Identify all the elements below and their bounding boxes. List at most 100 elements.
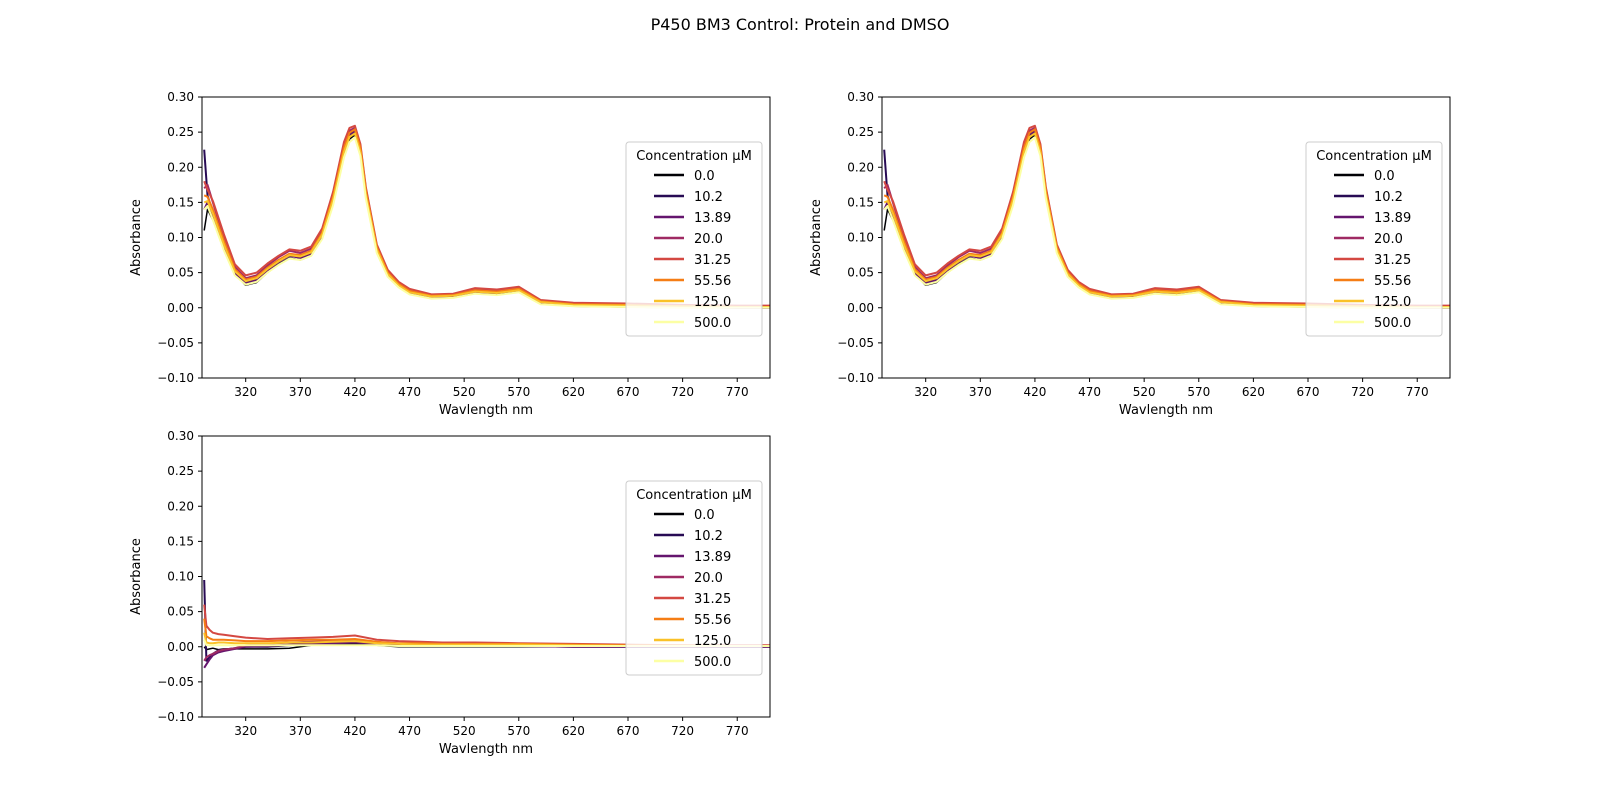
legend-title: Concentration µM bbox=[636, 488, 752, 503]
x-tick-label: 470 bbox=[398, 724, 421, 738]
y-axis-label: Absorbance bbox=[809, 199, 824, 276]
x-tick-label: 470 bbox=[398, 385, 421, 399]
y-tick-label: 0.10 bbox=[167, 570, 194, 584]
x-tick-label: 570 bbox=[507, 385, 530, 399]
legend-label-20.0: 20.0 bbox=[694, 232, 723, 247]
x-tick-label: 370 bbox=[289, 724, 312, 738]
series-line-31.25 bbox=[883, 124, 1450, 307]
legend-label-20.0: 20.0 bbox=[1374, 232, 1403, 247]
legend-label-13.89: 13.89 bbox=[694, 550, 731, 565]
x-tick-label: 320 bbox=[234, 385, 257, 399]
legend-label-55.56: 55.56 bbox=[694, 274, 731, 289]
legend-label-10.2: 10.2 bbox=[694, 190, 723, 205]
legend-label-125.0: 125.0 bbox=[1374, 295, 1411, 310]
legend: Concentration µM 0.0 10.2 13.89 20.0 31.25 55.… bbox=[625, 141, 763, 337]
x-tick-label: 720 bbox=[1351, 385, 1374, 399]
series-lines bbox=[203, 579, 770, 669]
legend-label-125.0: 125.0 bbox=[694, 634, 731, 649]
x-axis-label: Wavlength nm bbox=[439, 742, 533, 757]
y-tick-label: 0.25 bbox=[847, 125, 874, 139]
y-tick-label: 0.05 bbox=[847, 266, 874, 280]
series-line-500.0 bbox=[203, 639, 770, 647]
x-tick-label: 770 bbox=[1406, 385, 1429, 399]
legend-label-10.2: 10.2 bbox=[1374, 190, 1403, 205]
x-tick-label: 420 bbox=[343, 385, 366, 399]
legend-label-55.56: 55.56 bbox=[694, 613, 731, 628]
x-tick-label: 770 bbox=[726, 724, 749, 738]
series-line-500.0 bbox=[203, 136, 770, 309]
legend-label-500.0: 500.0 bbox=[1374, 316, 1411, 331]
x-tick-label: 570 bbox=[507, 724, 530, 738]
x-axis-label: Wavlength nm bbox=[1119, 403, 1213, 418]
y-tick-label: 0.00 bbox=[167, 301, 194, 315]
x-tick-label: 470 bbox=[1078, 385, 1101, 399]
x-tick-label: 520 bbox=[1133, 385, 1156, 399]
y-tick-label: 0.20 bbox=[167, 160, 194, 174]
legend-label-500.0: 500.0 bbox=[694, 655, 731, 670]
x-tick-label: 770 bbox=[726, 385, 749, 399]
y-tick-label: −0.05 bbox=[837, 336, 874, 350]
x-tick-label: 670 bbox=[617, 385, 640, 399]
y-tick-label: 0.10 bbox=[847, 231, 874, 245]
legend-title: Concentration µM bbox=[636, 149, 752, 164]
x-tick-label: 520 bbox=[453, 385, 476, 399]
y-tick-label: −0.10 bbox=[157, 710, 194, 724]
series-line-31.25 bbox=[203, 124, 770, 307]
series-lines bbox=[883, 124, 1450, 309]
legend-title: Concentration µM bbox=[1316, 149, 1432, 164]
y-tick-label: 0.15 bbox=[167, 195, 194, 209]
x-tick-label: 370 bbox=[969, 385, 992, 399]
legend-label-20.0: 20.0 bbox=[694, 571, 723, 586]
x-tick-label: 670 bbox=[617, 724, 640, 738]
y-axis-label: Absorbance bbox=[129, 538, 144, 615]
x-tick-label: 420 bbox=[1023, 385, 1046, 399]
x-tick-label: 620 bbox=[562, 724, 585, 738]
chart-panel-2: 320 370 420 470 520 570 620 670 720 770 −0.10 −0.05… bbox=[809, 90, 1451, 418]
y-tick-label: −0.05 bbox=[157, 675, 194, 689]
y-tick-label: 0.00 bbox=[847, 301, 874, 315]
x-axis-label: Wavlength nm bbox=[439, 403, 533, 418]
x-tick-label: 420 bbox=[343, 724, 366, 738]
legend-label-0.0: 0.0 bbox=[1374, 169, 1395, 184]
series-line-125.0 bbox=[883, 132, 1450, 308]
y-tick-label: 0.05 bbox=[167, 605, 194, 619]
legend-label-10.2: 10.2 bbox=[694, 529, 723, 544]
x-tick-label: 570 bbox=[1187, 385, 1210, 399]
chart-panel-1: 320 370 420 470 520 570 620 670 720 770 −0.10 −0.05… bbox=[129, 90, 771, 418]
legend-box bbox=[625, 141, 763, 337]
legend-label-31.25: 31.25 bbox=[694, 253, 731, 268]
series-lines bbox=[203, 124, 770, 309]
figure-title: P450 BM3 Control: Protein and DMSO bbox=[651, 15, 950, 34]
series-line-125.0 bbox=[203, 132, 770, 308]
y-tick-label: 0.00 bbox=[167, 640, 194, 654]
series-line-500.0 bbox=[883, 136, 1450, 309]
y-tick-label: 0.20 bbox=[847, 160, 874, 174]
y-tick-label: −0.05 bbox=[157, 336, 194, 350]
legend-label-13.89: 13.89 bbox=[1374, 211, 1411, 226]
legend-label-55.56: 55.56 bbox=[1374, 274, 1411, 289]
y-tick-label: 0.30 bbox=[167, 90, 194, 104]
x-tick-label: 370 bbox=[289, 385, 312, 399]
legend-label-500.0: 500.0 bbox=[694, 316, 731, 331]
legend-label-0.0: 0.0 bbox=[694, 169, 715, 184]
y-tick-label: 0.10 bbox=[167, 231, 194, 245]
x-tick-label: 620 bbox=[1242, 385, 1265, 399]
legend-label-31.25: 31.25 bbox=[694, 592, 731, 607]
legend-label-0.0: 0.0 bbox=[694, 508, 715, 523]
legend-label-125.0: 125.0 bbox=[694, 295, 731, 310]
y-tick-label: 0.30 bbox=[167, 429, 194, 443]
legend-label-31.25: 31.25 bbox=[1374, 253, 1411, 268]
legend-box bbox=[625, 480, 763, 676]
y-tick-label: −0.10 bbox=[837, 371, 874, 385]
legend-label-13.89: 13.89 bbox=[694, 211, 731, 226]
y-tick-label: −0.10 bbox=[157, 371, 194, 385]
chart-panel-3: 320 370 420 470 520 570 620 670 720 770 −0.10 −0.05… bbox=[129, 429, 771, 757]
y-axis-label: Absorbance bbox=[129, 199, 144, 276]
x-tick-label: 320 bbox=[234, 724, 257, 738]
legend: Concentration µM 0.0 10.2 13.89 20.0 31.25 55.… bbox=[625, 480, 763, 676]
x-tick-label: 670 bbox=[1297, 385, 1320, 399]
y-tick-label: 0.25 bbox=[167, 125, 194, 139]
x-tick-label: 720 bbox=[671, 385, 694, 399]
